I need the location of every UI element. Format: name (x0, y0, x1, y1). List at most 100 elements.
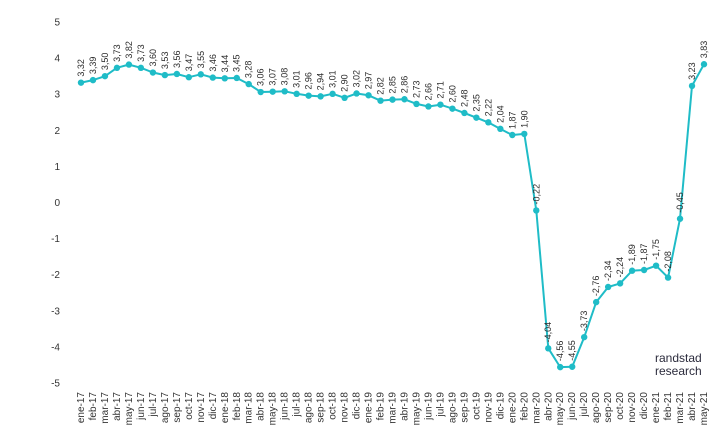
x-tick-label: feb-20 (519, 392, 530, 421)
data-point (628, 267, 636, 274)
x-tick-label: jul-18 (292, 392, 303, 418)
x-tick-label: feb-19 (376, 392, 387, 421)
x-tick-label: oct-19 (471, 392, 482, 420)
data-point (616, 280, 624, 287)
data-label: -2,34 (603, 260, 613, 281)
data-point (521, 130, 528, 138)
x-tick-label: feb-21 (663, 392, 674, 421)
x-tick-label: may-17 (124, 392, 135, 426)
x-tick-label: ago-20 (591, 392, 602, 424)
data-label: 3,01 (328, 70, 338, 88)
data-point (233, 74, 240, 82)
data-label: 2,04 (495, 105, 505, 123)
series-polyline (80, 63, 705, 369)
data-label: 2,97 (364, 72, 374, 90)
data-label: 2,73 (411, 80, 421, 98)
x-tick-label: ene-17 (76, 392, 87, 424)
data-point (461, 109, 468, 117)
data-label: 2,22 (483, 99, 493, 117)
y-tick-label: -3 (51, 306, 60, 317)
x-tick-label: mar-19 (388, 392, 399, 424)
x-tick-label: dic-19 (495, 392, 506, 420)
logo-line-2: research (655, 364, 702, 378)
data-label: 3,44 (220, 55, 230, 73)
data-point (640, 266, 648, 274)
data-point (425, 103, 432, 110)
data-point (413, 100, 420, 108)
x-tick-label: jun-19 (423, 392, 434, 421)
x-tick-label: may-21 (699, 392, 710, 426)
data-point (185, 74, 193, 81)
data-point (509, 131, 516, 139)
data-point (173, 70, 181, 78)
logo-line-1: randstad (655, 351, 702, 365)
data-label: 2,85 (388, 76, 398, 94)
x-tick-label: may-19 (411, 392, 422, 426)
y-tick-label: 1 (54, 162, 60, 173)
data-point (533, 207, 540, 214)
x-tick-label: abr-18 (256, 392, 267, 421)
y-tick-label: 2 (54, 126, 60, 137)
data-point (664, 274, 672, 281)
x-tick-label: nov-19 (483, 392, 494, 423)
data-label: -0,22 (531, 184, 541, 205)
data-point (101, 72, 109, 80)
x-tick-label: oct-18 (328, 392, 339, 420)
x-tick-label: oct-20 (615, 392, 626, 420)
data-label: 3,32 (76, 59, 86, 77)
data-label: -1,75 (651, 239, 661, 260)
data-label: 3,55 (196, 51, 206, 69)
x-tick-label: jul-20 (579, 392, 590, 418)
x-tick-label: mar-21 (675, 392, 686, 424)
x-tick-label: dic-17 (208, 392, 219, 420)
data-point (281, 88, 288, 95)
data-point (389, 96, 396, 103)
data-point (89, 76, 97, 84)
x-tick-label: jun-20 (567, 392, 578, 421)
data-label: 2,60 (447, 85, 457, 103)
x-tick-label: ago-19 (447, 392, 458, 424)
x-tick-label: mar-18 (244, 392, 255, 424)
data-label: 3,08 (280, 68, 290, 86)
x-tick-label: abr-19 (399, 392, 410, 421)
data-point (197, 71, 205, 78)
data-point (77, 79, 85, 86)
data-point (137, 64, 145, 72)
x-axis-ticks: ene-17 feb-17 mar-17 abr-17 may-17 jun-17 jul-… (76, 392, 710, 426)
data-label: -4,55 (567, 340, 577, 361)
data-label: 3,01 (292, 70, 302, 88)
data-label: 3,23 (687, 62, 697, 80)
x-tick-label: nov-18 (340, 392, 351, 423)
x-tick-label: nov-17 (196, 392, 207, 423)
data-label: 3,45 (232, 54, 242, 72)
data-point (329, 90, 336, 98)
y-axis-ticks: 5 4 3 2 1 0 -1 -2 -3 -4 -5 (51, 18, 60, 390)
data-label: 2,86 (399, 76, 409, 94)
y-tick-label: 3 (54, 90, 60, 101)
x-tick-label: mar-20 (531, 392, 542, 424)
data-point (125, 61, 133, 68)
data-point (293, 90, 300, 98)
data-point (269, 88, 276, 95)
x-tick-label: abr-17 (112, 392, 123, 421)
data-label: 3,47 (184, 54, 194, 72)
data-label: 2,82 (376, 77, 386, 95)
data-label: 3,60 (148, 49, 158, 67)
x-tick-label: ene-19 (364, 392, 375, 424)
data-label: 3,46 (208, 54, 218, 72)
x-tick-label: mar-17 (100, 392, 111, 424)
x-tick-label: ene-18 (220, 392, 231, 424)
x-tick-label: abr-21 (687, 392, 698, 421)
data-point (604, 283, 612, 291)
data-label: -1,89 (627, 244, 637, 265)
data-point (557, 363, 564, 371)
data-label: 1,90 (519, 110, 529, 128)
data-label: 1,87 (507, 111, 517, 129)
data-label: 2,48 (459, 89, 469, 107)
data-label: -2,76 (591, 276, 601, 297)
x-tick-label: nov-20 (627, 392, 638, 423)
data-labels: 3,32 3,39 3,50 3,73 3,82 3,73 3,60 3,53 3,56 3,47… (76, 41, 709, 361)
data-label: 3,73 (112, 44, 122, 62)
x-tick-label: sep-19 (459, 392, 470, 423)
